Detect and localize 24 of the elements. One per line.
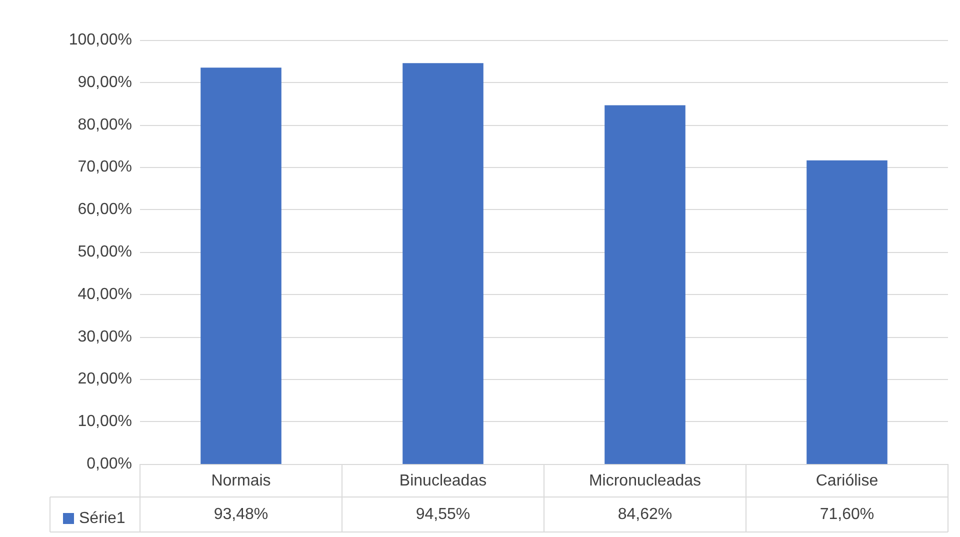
x-tick-label: Cariólise (816, 472, 878, 490)
bar (200, 68, 282, 464)
y-tick-label: 30,00% (78, 328, 132, 346)
x-tick-label: Binucleadas (399, 472, 487, 490)
x-tick-label: Micronucleadas (588, 472, 702, 490)
data-label: 71,60% (820, 506, 874, 523)
y-tick-label: 10,00% (78, 413, 132, 430)
y-tick-label: 80,00% (78, 116, 132, 134)
y-tick-label: 90,00% (78, 74, 132, 91)
data-label: 84,62% (618, 506, 672, 523)
y-tick-label: 60,00% (78, 201, 132, 218)
y-tick-label: 0,00% (86, 456, 132, 472)
bar (806, 160, 888, 464)
data-label: 94,55% (416, 506, 470, 523)
bar (402, 63, 484, 464)
x-tick-label: Normais (211, 472, 271, 490)
bar (604, 105, 686, 464)
y-tick-label: 70,00% (78, 158, 132, 176)
y-tick-label: 50,00% (78, 244, 132, 260)
y-tick-label: 100,00% (68, 32, 132, 48)
data-label: 93,48% (214, 506, 268, 523)
legend-label: Série1 (79, 510, 126, 527)
y-tick-label: 20,00% (78, 370, 132, 388)
y-tick-label: 40,00% (78, 286, 132, 303)
